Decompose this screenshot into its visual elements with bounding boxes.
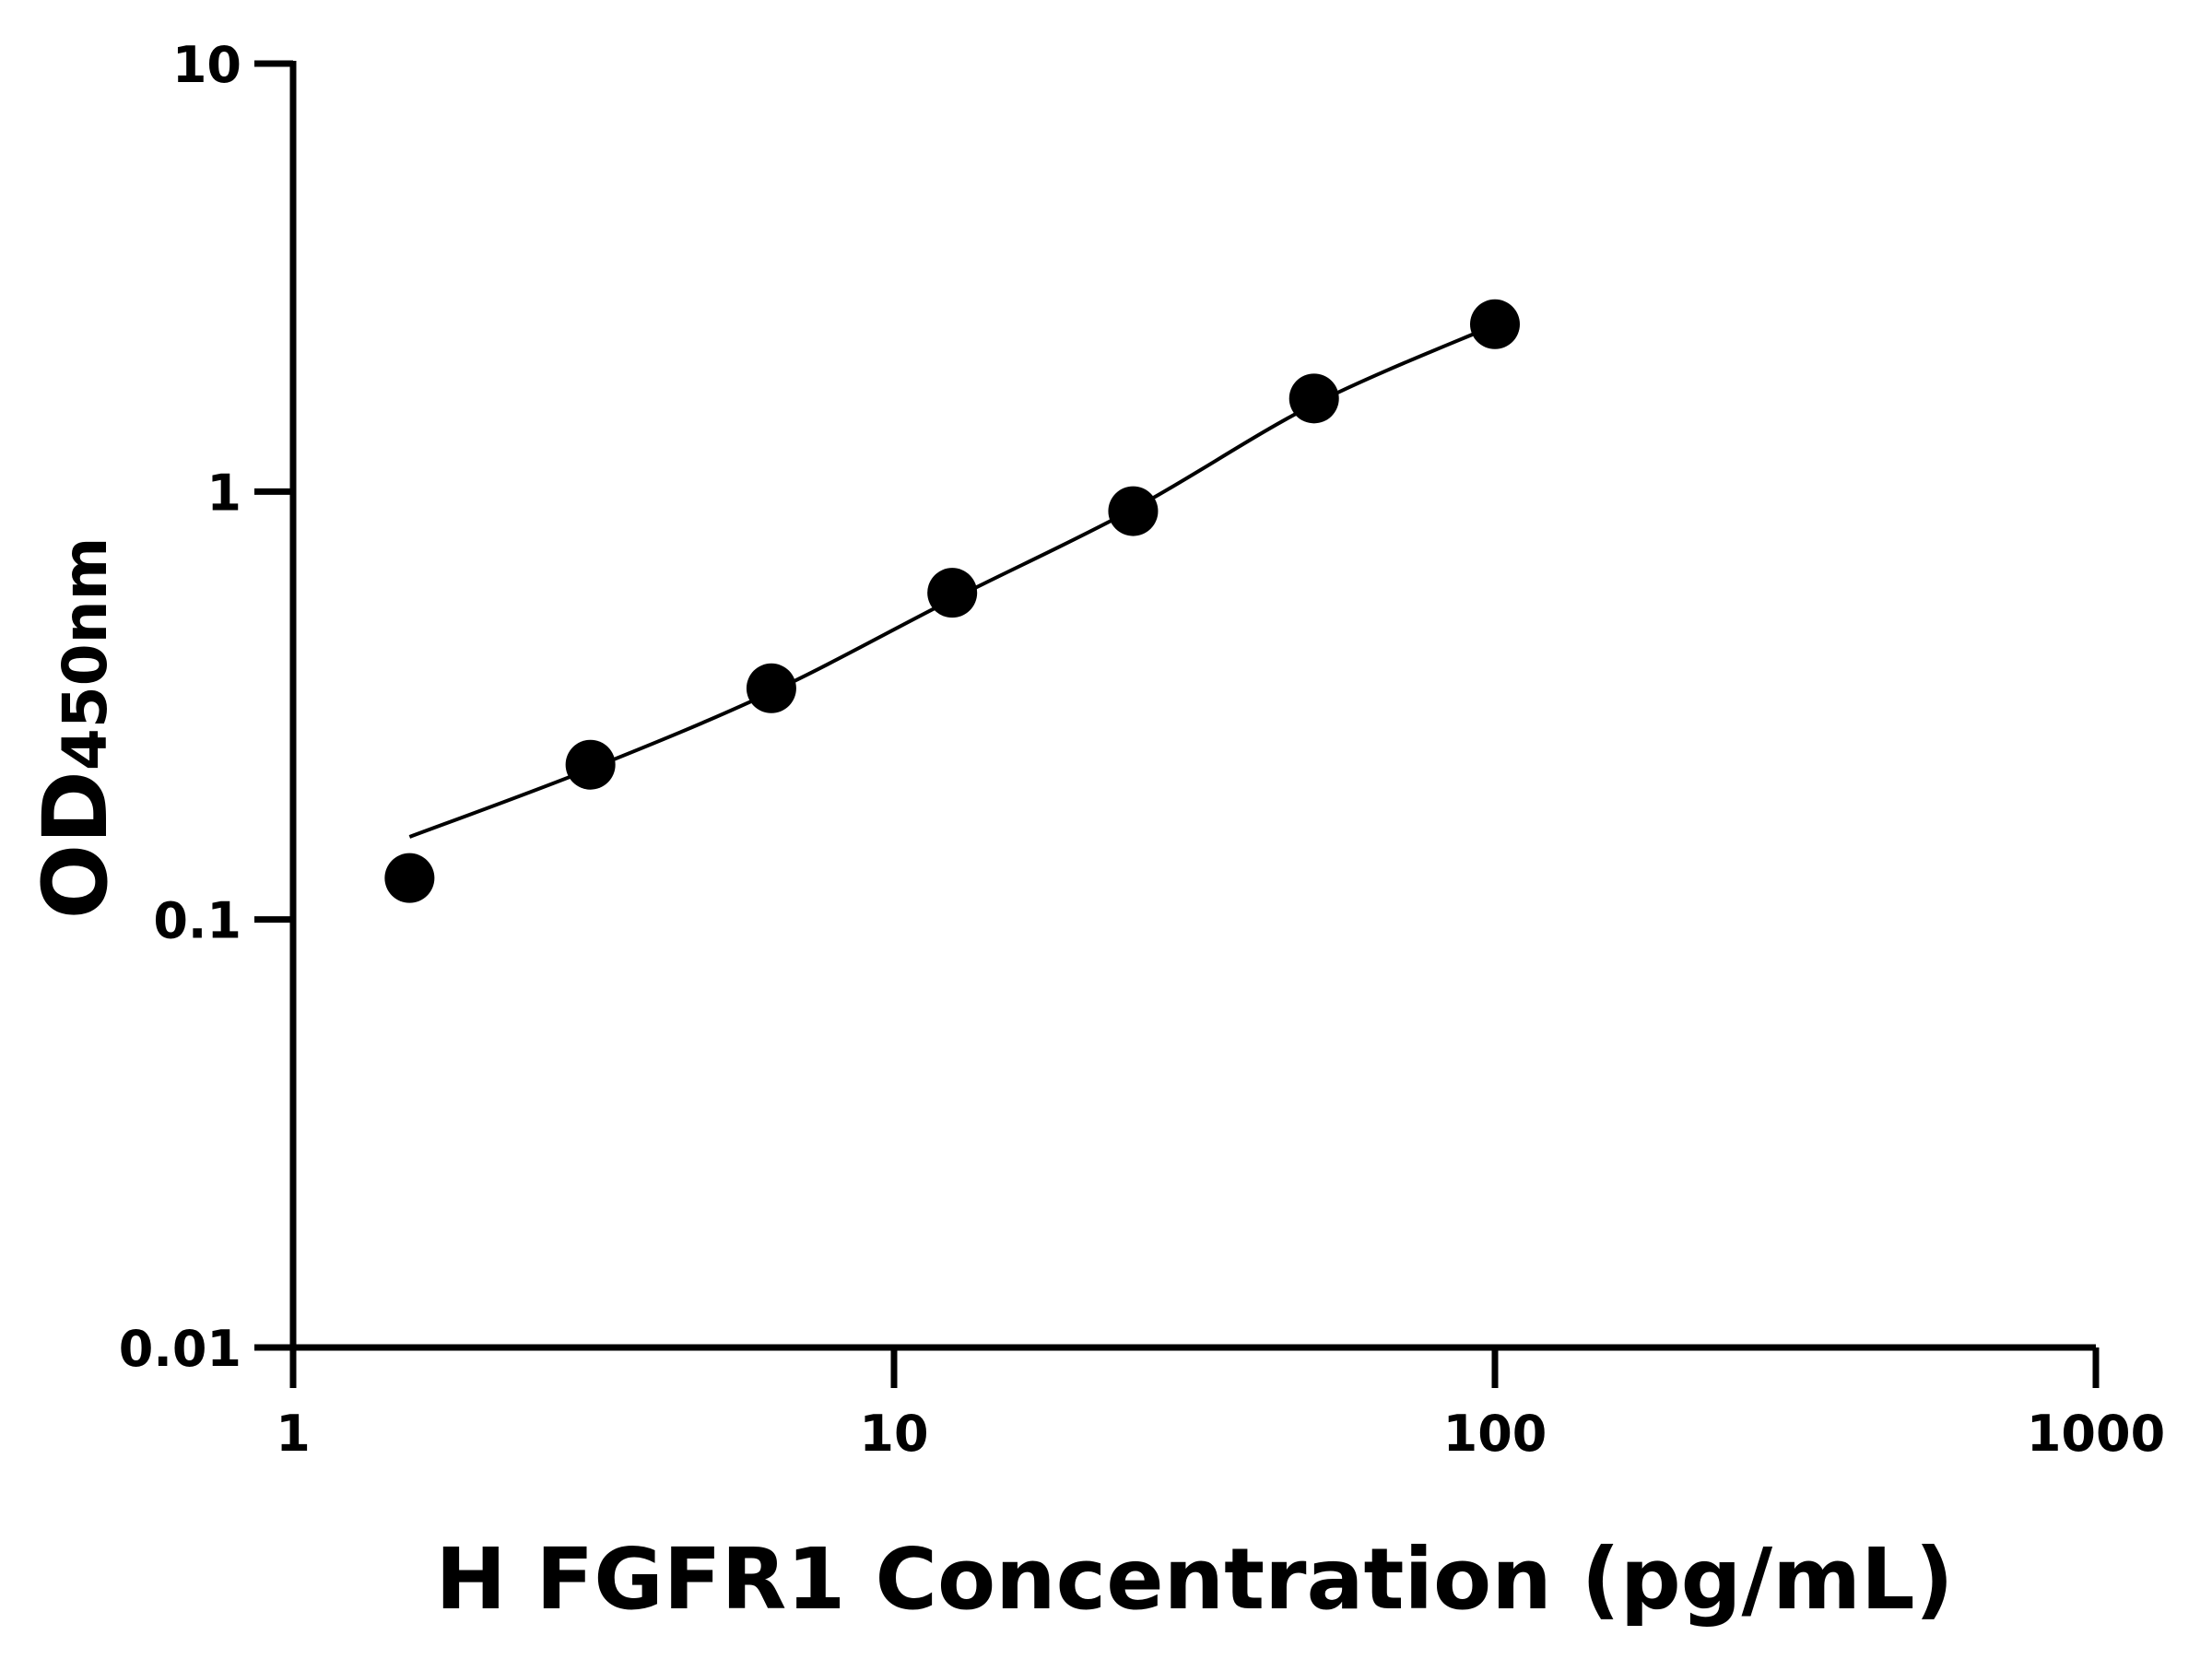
data-point	[384, 853, 435, 903]
x-tick-label: 1	[276, 1405, 311, 1463]
x-tick-label: 100	[1443, 1405, 1547, 1463]
y-axis-label-subscript: 450nm	[50, 537, 121, 771]
x-axis-label: H FGFR1 Concentration (pg/mL)	[435, 1530, 1953, 1629]
y-axis-label: OD450nm	[24, 537, 127, 920]
y-tick-label: 1	[206, 464, 241, 522]
y-axis-label-main: OD	[24, 771, 127, 919]
data-point	[746, 663, 796, 713]
data-point	[565, 739, 616, 790]
data-point	[927, 568, 978, 618]
data-point	[1470, 299, 1520, 349]
y-tick-label: 10	[172, 36, 241, 94]
data-point	[1108, 486, 1159, 536]
y-tick-label: 0.01	[119, 1320, 241, 1378]
x-tick-label: 10	[859, 1405, 928, 1463]
y-tick-label: 0.1	[153, 892, 241, 950]
data-point	[1288, 373, 1339, 424]
x-tick-label: 1000	[2027, 1405, 2165, 1463]
